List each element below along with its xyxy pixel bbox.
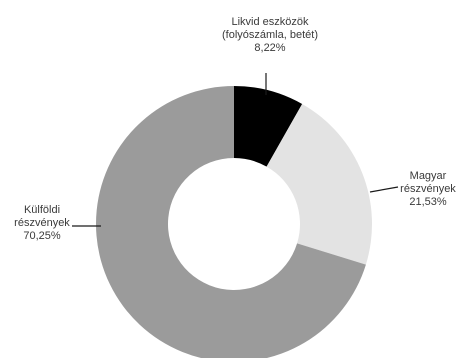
slice-label-line: részvények	[400, 183, 456, 195]
slice-label-line: részvények	[14, 217, 70, 229]
slice-label-1: Magyar részvények 21,53%	[400, 170, 456, 208]
slice-label-line: (folyószámla, betét)	[222, 29, 318, 41]
leader-line-1	[370, 187, 398, 192]
slice-label-0: Likvid eszközök (folyószámla, betét) 8,22%	[222, 16, 318, 54]
slice-label-line: 8,22%	[254, 42, 285, 54]
donut-slices	[96, 86, 372, 358]
slice-label-2: Külföldi részvények 70,25%	[14, 204, 70, 242]
slice-label-line: 21,53%	[409, 196, 447, 208]
slice-label-line: Magyar	[410, 170, 447, 182]
slice-label-line: 70,25%	[23, 230, 61, 242]
slice-label-line: Likvid eszközök	[231, 16, 309, 28]
slice-label-line: Külföldi	[24, 204, 60, 216]
